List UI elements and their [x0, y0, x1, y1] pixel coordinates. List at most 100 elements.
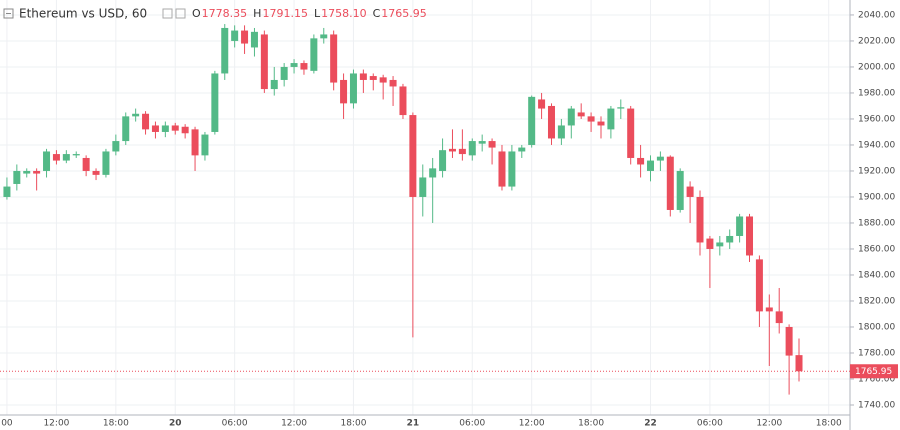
x-tick-label: 06:00 — [459, 419, 485, 429]
candle-body — [13, 170, 21, 184]
candle-body — [498, 151, 506, 187]
candle-body — [92, 170, 100, 175]
y-tick-label: 1820.00 — [858, 296, 895, 306]
settings-icon[interactable] — [162, 8, 173, 19]
ohlc-value: 1765.95 — [381, 7, 427, 20]
candle-body — [448, 148, 456, 152]
candle-body — [43, 151, 51, 171]
candle-body — [241, 30, 249, 44]
candle-body — [538, 99, 546, 109]
candle-body — [478, 141, 486, 144]
candle-body — [567, 108, 575, 126]
candle-body — [637, 157, 645, 165]
y-tick-label: 1960.00 — [858, 114, 895, 124]
candle-body — [62, 154, 70, 161]
collapse-icon[interactable] — [3, 8, 14, 19]
candle-body — [746, 216, 754, 256]
candle-body — [340, 79, 348, 104]
candle-body — [250, 31, 258, 48]
x-tick-label: 20 — [169, 419, 182, 429]
candle-body — [696, 196, 704, 243]
candle-body — [468, 141, 476, 156]
candle-body — [82, 157, 90, 171]
candle-body — [320, 34, 328, 39]
candle-body — [587, 116, 595, 122]
candle-body — [132, 113, 140, 117]
candle-body — [359, 73, 367, 80]
x-tick-label: 18:00 — [816, 419, 842, 429]
x-tick-label: 12:00 — [519, 419, 545, 429]
candle-body — [627, 108, 635, 158]
candle-body — [686, 186, 694, 197]
candle-body — [270, 79, 278, 90]
candle-body — [221, 27, 229, 74]
x-tick-label: 00 — [1, 419, 13, 429]
candle-body — [72, 154, 80, 156]
x-tick-label: 12:00 — [281, 419, 307, 429]
x-tick-label: 18:00 — [340, 419, 366, 429]
last-price-tag — [850, 364, 898, 379]
candle-body — [280, 66, 288, 80]
candle-body — [775, 311, 783, 324]
candle-body — [429, 168, 437, 178]
candle-body — [102, 151, 110, 175]
y-tick-label: 2020.00 — [858, 36, 895, 46]
candle-body — [349, 73, 357, 104]
candle-body — [181, 126, 189, 134]
candle-body — [201, 134, 209, 156]
x-tick-label: 12:00 — [756, 419, 782, 429]
candle-body — [508, 151, 516, 187]
candle-body — [646, 160, 654, 171]
close-icon[interactable] — [175, 8, 186, 19]
candle-body — [716, 242, 724, 247]
candle-body — [142, 113, 150, 130]
candle-body — [151, 125, 159, 132]
last-price-label: 1765.95 — [855, 367, 892, 377]
y-tick-label: 1780.00 — [858, 348, 895, 358]
x-tick-label: 18:00 — [103, 419, 129, 429]
candle-body — [617, 107, 625, 109]
candle-body — [765, 307, 773, 312]
candle-body — [666, 156, 674, 210]
candle-body — [389, 79, 397, 87]
x-tick-label: 18:00 — [578, 419, 604, 429]
header: Ethereum vs USD, 60 O 1778.35 H 1791.15 L 175… — [3, 7, 427, 21]
candle-body — [656, 156, 664, 161]
candle-body — [557, 125, 565, 139]
candle-body — [577, 112, 585, 117]
candle-body — [547, 105, 555, 139]
candle-body — [330, 34, 338, 83]
candle-body — [379, 77, 387, 83]
x-tick-label: 12:00 — [43, 419, 69, 429]
candle-body — [260, 34, 268, 90]
y-tick-label: 2040.00 — [858, 10, 895, 20]
y-tick-label: 1840.00 — [858, 270, 895, 280]
candle-body — [528, 96, 536, 145]
y-tick-label: 1760.00 — [858, 374, 895, 384]
candle-body — [488, 141, 496, 148]
ohlc-key: H — [253, 7, 261, 20]
candle-body — [439, 150, 447, 171]
candle-body — [33, 170, 41, 174]
candle-body — [597, 121, 605, 126]
candles — [3, 24, 803, 395]
candle-body — [122, 116, 130, 142]
ohlc-value: 1778.35 — [202, 7, 248, 20]
candle-body — [300, 63, 308, 70]
x-tick-label: 06:00 — [222, 419, 248, 429]
x-tick-label: 06:00 — [697, 419, 723, 429]
y-tick-label: 1940.00 — [858, 140, 895, 150]
candle-body — [458, 148, 466, 155]
candle-body — [290, 63, 298, 67]
candle-body — [399, 86, 407, 116]
ohlc-value: 1791.15 — [262, 7, 308, 20]
symbol-title: Ethereum vs USD, 60 — [19, 7, 147, 21]
candle-body — [23, 170, 31, 174]
candle-body — [409, 115, 417, 197]
y-tick-label: 1860.00 — [858, 244, 895, 254]
candle-body — [3, 186, 11, 197]
ohlc-key: C — [373, 7, 381, 20]
candle-body — [795, 355, 803, 372]
ohlc-key: L — [314, 7, 321, 20]
